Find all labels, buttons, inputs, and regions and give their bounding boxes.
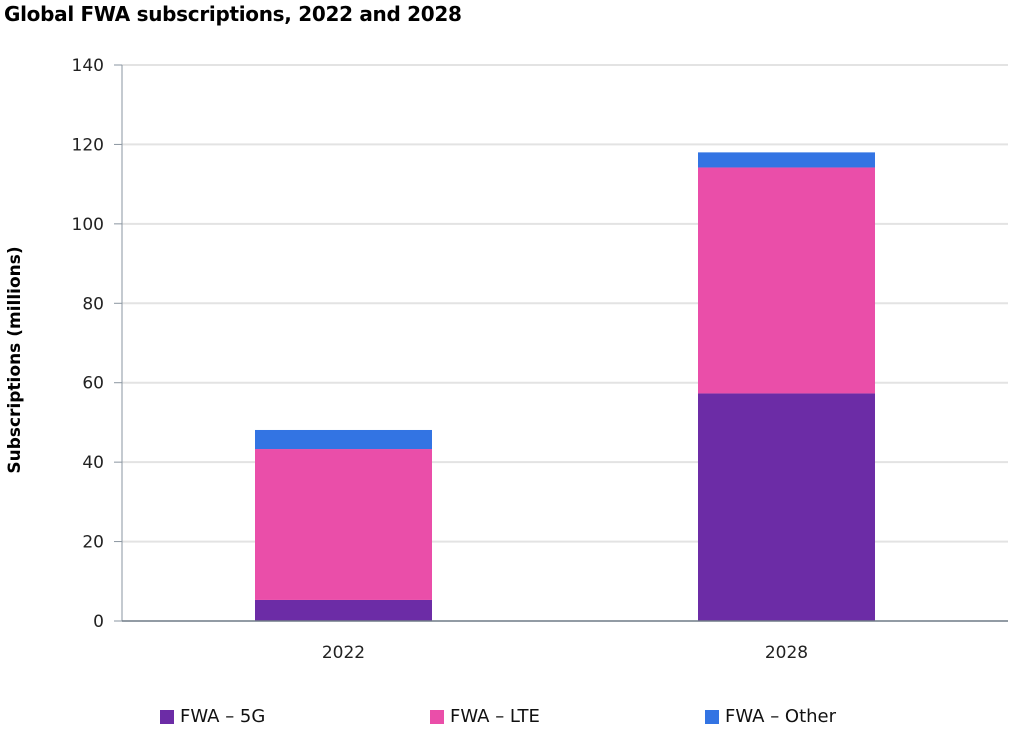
legend-swatch (160, 709, 174, 724)
y-axis-label: Subscriptions (millions) (5, 246, 25, 473)
y-tick-label: 80 (82, 294, 104, 314)
legend-label: FWA – Other (725, 706, 837, 727)
y-tick-label: 20 (82, 533, 104, 553)
bar-2028-fwa-lte (698, 167, 875, 394)
y-tick-label: 120 (72, 135, 104, 155)
bar-2022-fwa-other (255, 429, 432, 450)
legend-label: FWA – LTE (450, 706, 540, 727)
bar-2022-fwa-5g (255, 599, 432, 621)
x-tick-label: 2028 (765, 643, 808, 663)
y-tick-label: 140 (72, 56, 104, 76)
y-tick-label: 40 (82, 453, 104, 473)
legend-swatch (430, 709, 444, 724)
legend-item: FWA – Other (705, 706, 836, 727)
bar-2022-fwa-lte (255, 449, 432, 600)
bar-2028-fwa-5g (698, 393, 875, 621)
y-tick-label: 60 (82, 374, 104, 394)
y-tick-label: 100 (72, 215, 104, 235)
legend-item: FWA – LTE (430, 706, 540, 727)
legend-item: FWA – 5G (160, 706, 265, 727)
chart-title: Global FWA subscriptions, 2022 and 2028 (4, 2, 462, 26)
bar-2028-fwa-other (698, 152, 875, 168)
legend-swatch (705, 709, 719, 724)
chart-plot: 0 20 40 60 80 100 120 140 2022 2028 Subscriptions… (5, 56, 1008, 663)
y-tick-label: 0 (93, 612, 104, 632)
legend-label: FWA – 5G (180, 706, 266, 727)
x-tick-label: 2022 (322, 643, 365, 663)
